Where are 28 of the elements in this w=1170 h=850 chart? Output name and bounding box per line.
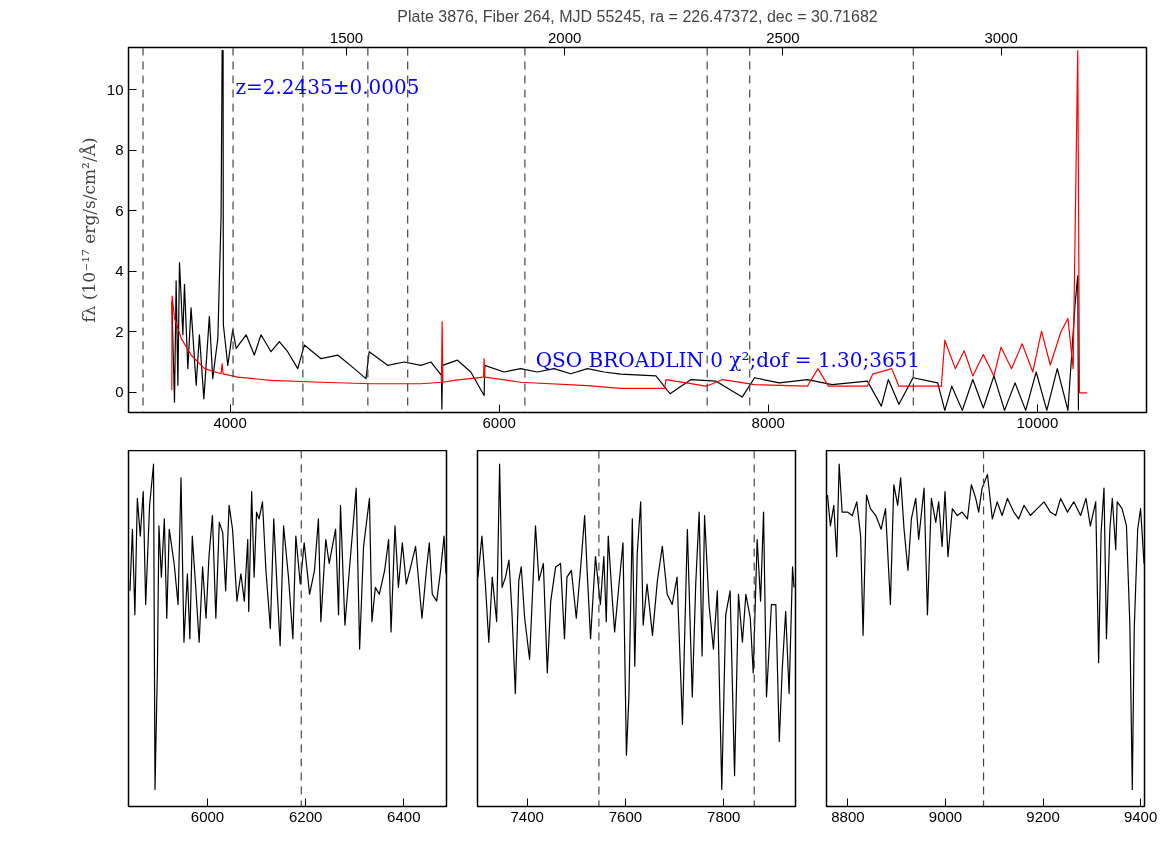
y-tick-label: 6 [115, 201, 124, 219]
x-tick-label: 7600 [608, 807, 643, 825]
x-tick-label: 9400 [1123, 807, 1158, 825]
chart-title: Plate 3876, Fiber 264, MJD 55245, ra = 226.47372, dec = 30.71682 [397, 7, 878, 25]
y-tick-label: 2 [115, 322, 124, 340]
y-tick-label: 0 [115, 383, 124, 401]
y-axis-title: fλ (10⁻¹⁷ erg/s/cm²/Å) [78, 137, 99, 323]
x-tick-label: 10000 [1016, 413, 1059, 431]
annotation: z=2.2435±0.0005 [235, 74, 420, 99]
x-tick-label: 6000 [190, 807, 225, 825]
x-tick-label: 6400 [387, 807, 421, 825]
x-tick-label: 6200 [288, 807, 323, 825]
x-tick-label: 6000 [482, 413, 516, 431]
x-tick-label: 4000 [213, 413, 247, 431]
x2-tick-label: 3000 [984, 28, 1018, 46]
x-tick-label: 9200 [1026, 807, 1060, 825]
annotation: QSO BROADLIN 0 χ²;dof = 1.30;3651 [535, 348, 921, 373]
x2-tick-label: 1500 [329, 28, 364, 46]
x-tick-label: 8800 [831, 807, 865, 825]
y-tick-label: 10 [106, 80, 124, 98]
x2-tick-label: 2000 [548, 28, 582, 46]
x-tick-label: 9000 [928, 807, 963, 825]
x-tick-label: 7800 [707, 807, 741, 825]
y-tick-label: 4 [115, 262, 124, 280]
x-tick-label: 7400 [510, 807, 544, 825]
x-tick-label: 8000 [751, 413, 785, 431]
x2-tick-label: 2500 [766, 28, 800, 46]
y-tick-label: 8 [115, 141, 124, 159]
